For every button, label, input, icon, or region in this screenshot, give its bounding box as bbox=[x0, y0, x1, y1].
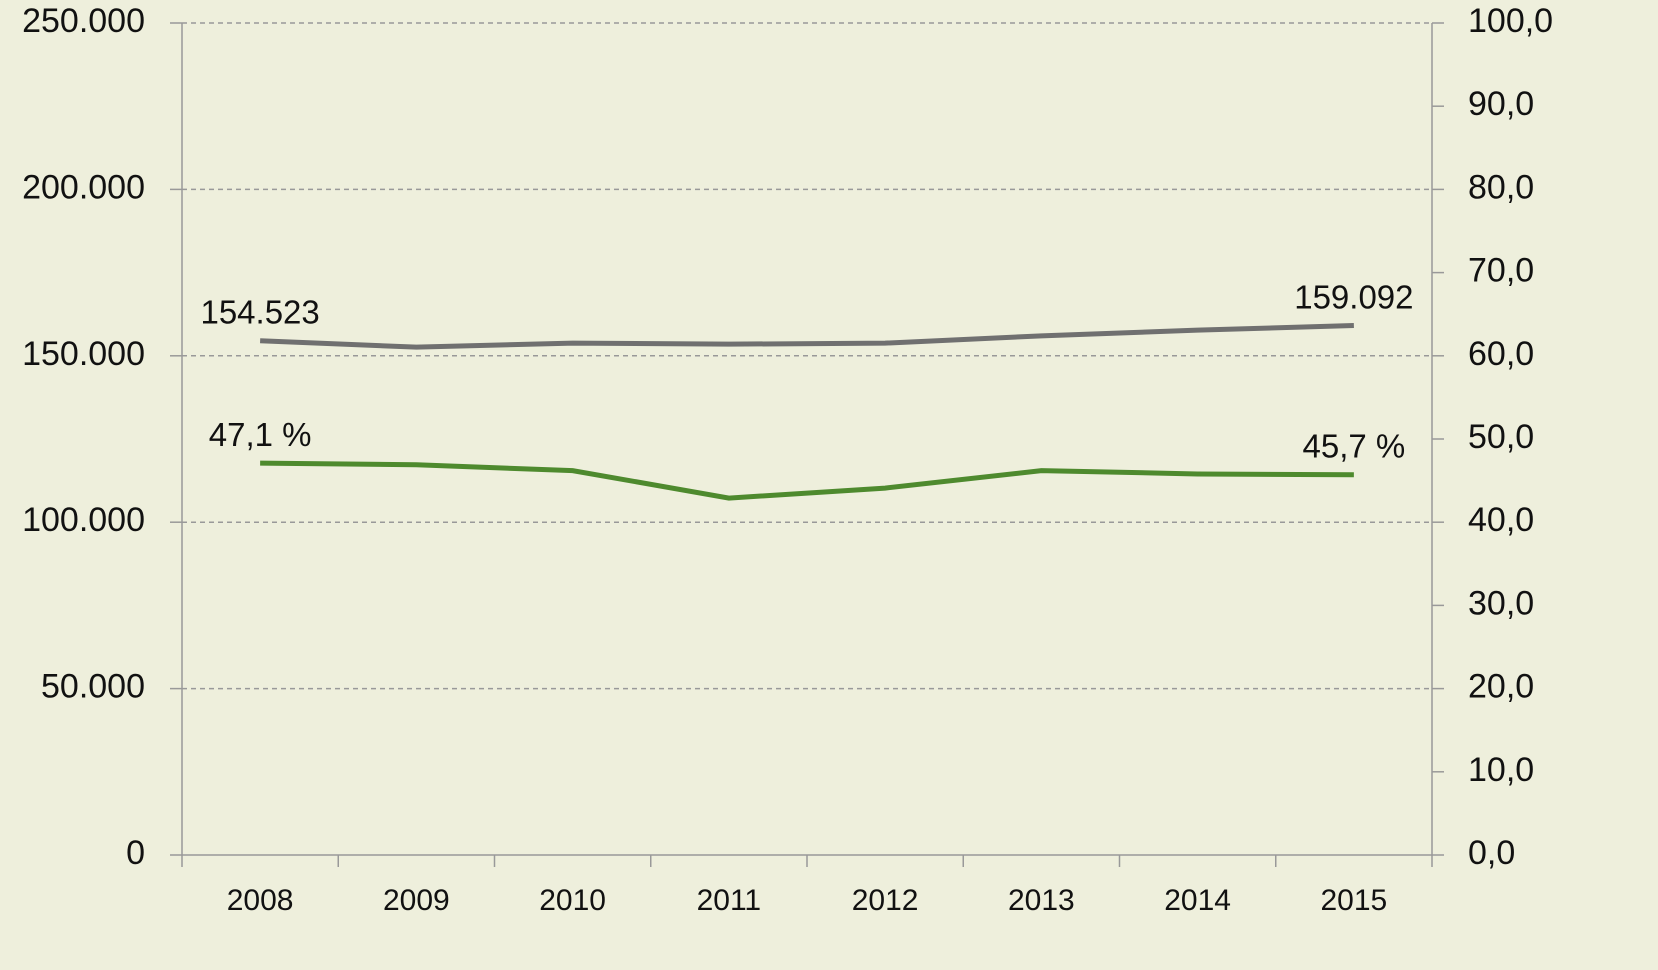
y-tick-label: 200.000 bbox=[22, 168, 145, 206]
y2-tick-label: 100,0 bbox=[1468, 2, 1553, 40]
y2-tick-label: 80,0 bbox=[1468, 168, 1534, 206]
y2-tick-label: 0,0 bbox=[1468, 834, 1515, 872]
y-tick-label: 100.000 bbox=[22, 501, 145, 539]
data-label: 159.092 bbox=[1294, 278, 1413, 315]
series-line bbox=[260, 460, 1354, 501]
y2-tick-label: 50,0 bbox=[1468, 418, 1534, 456]
y-tick-label: 50.000 bbox=[41, 668, 145, 706]
y2-tick-label: 40,0 bbox=[1468, 501, 1534, 539]
series-line bbox=[260, 323, 1354, 350]
y2-tick-label: 60,0 bbox=[1468, 335, 1534, 373]
x-tick-label: 2015 bbox=[1321, 884, 1388, 917]
x-tick-label: 2013 bbox=[1008, 884, 1075, 917]
x-tick-label: 2009 bbox=[383, 884, 450, 917]
y-tick-label: 250.000 bbox=[22, 2, 145, 40]
x-tick-label: 2010 bbox=[539, 884, 606, 917]
x-tick-label: 2014 bbox=[1164, 884, 1231, 917]
y2-tick-label: 20,0 bbox=[1468, 668, 1534, 706]
y-tick-label: 150.000 bbox=[22, 335, 145, 373]
y2-tick-label: 10,0 bbox=[1468, 751, 1534, 789]
y2-tick-label: 90,0 bbox=[1468, 85, 1534, 123]
x-tick-label: 2011 bbox=[697, 884, 762, 917]
y2-tick-label: 70,0 bbox=[1468, 252, 1534, 290]
data-label: 154.523 bbox=[200, 293, 319, 330]
x-tick-label: 2008 bbox=[227, 884, 294, 917]
data-label: 45,7 % bbox=[1303, 427, 1406, 464]
y-tick-label: 0 bbox=[126, 834, 145, 872]
y2-tick-label: 30,0 bbox=[1468, 584, 1534, 622]
x-tick-label: 2012 bbox=[852, 884, 919, 917]
data-label: 47,1 % bbox=[209, 416, 312, 453]
